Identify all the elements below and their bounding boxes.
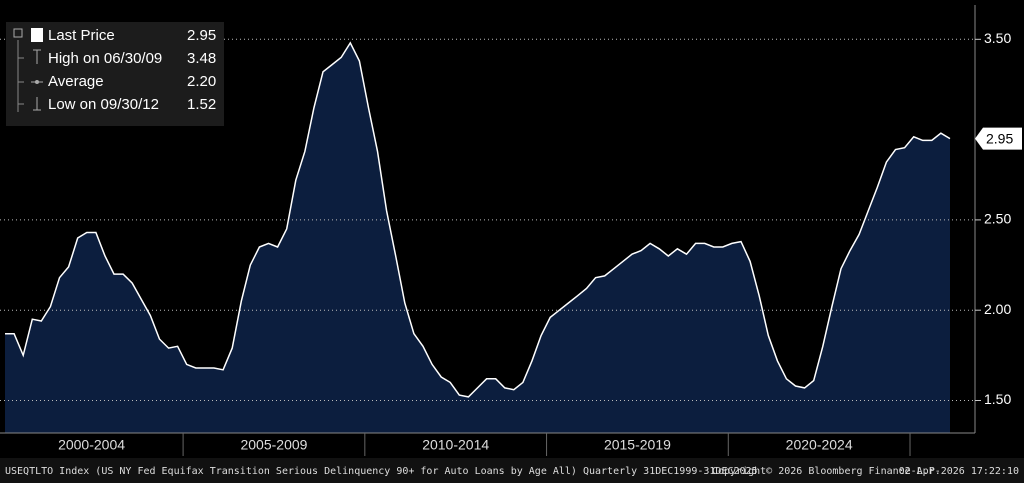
legend-label: High on 06/30/09 (48, 50, 162, 67)
footer-bar (0, 458, 1024, 483)
legend-label: Low on 09/30/12 (48, 96, 159, 113)
last-price-label: 2.95 (986, 130, 1013, 146)
footer-description: USEQTLTO Index (US NY Fed Equifax Transi… (5, 466, 758, 477)
legend-collapse (13, 28, 23, 38)
y-tick-label: 1.50 (984, 391, 1011, 407)
legend-label: Last Price (48, 27, 115, 44)
price-line (5, 41, 951, 398)
footer-copyright: Copyright© 2026 Bloomberg Finance L.P. (712, 466, 941, 477)
y-tick-label: 2.00 (984, 301, 1011, 317)
y-tick-label: 2.50 (984, 211, 1011, 227)
y-tick-label: 3.50 (984, 30, 1011, 46)
area (5, 42, 950, 434)
legend-swatch (31, 28, 43, 42)
legend-label: Average (48, 73, 104, 90)
legend: Last Price High on 06/30/09 Average Low … (6, 22, 224, 126)
legend-average-dot (35, 80, 39, 84)
legend-high-icon (33, 49, 41, 64)
x-tick-label: 2010-2014 (422, 437, 489, 453)
footer-timestamp: 02-Apr-2026 17:22:10 (899, 466, 1019, 477)
legend-value: 2.95 (187, 27, 216, 44)
x-tick-label: 2005-2009 (240, 437, 307, 453)
x-tick-label: 2015-2019 (604, 437, 671, 453)
x-tick-label: 2020-2024 (786, 437, 853, 453)
legend-value: 2.20 (187, 73, 216, 90)
legend-value: 3.48 (187, 50, 216, 67)
legend-low-icon (33, 97, 41, 111)
legend-tree (17, 40, 24, 112)
last-price-tag (975, 127, 1022, 150)
legend-value: 1.52 (187, 96, 216, 113)
x-tick-label: 2000-2004 (58, 437, 125, 453)
plot-area (0, 38, 975, 434)
